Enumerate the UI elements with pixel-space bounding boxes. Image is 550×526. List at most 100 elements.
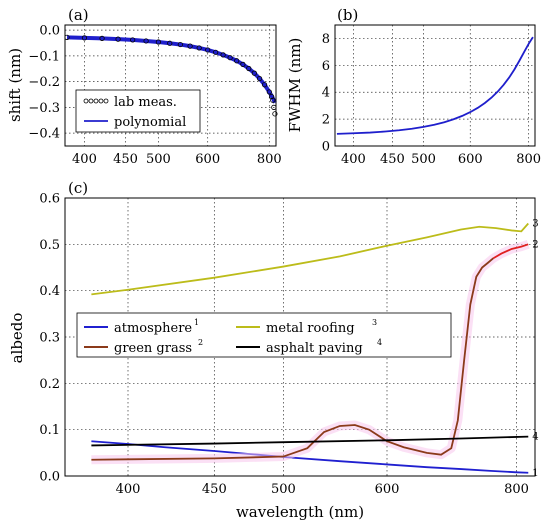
panel-b-ytick-4: 8: [322, 32, 330, 47]
panel-b-ticks: 400 450 500 600 800 0 2 4 6 8: [322, 32, 541, 167]
asphalt-paving-end-label: 4: [532, 432, 538, 443]
panel-c-ytick-3: 0.3: [39, 331, 60, 346]
panel-a: 400 450 500 600 800 0.0 −0.1 −0.2 −0.3 −0.4 (a) s…: [6, 6, 282, 167]
lab-meas-point: [261, 82, 268, 88]
panel-b-marks: [336, 36, 534, 135]
atmosphere-line: [91, 440, 529, 474]
lab-meas-point: [213, 49, 219, 55]
lab-meas-point: [220, 52, 226, 58]
panel-a-xtick-600: 600: [195, 152, 220, 167]
metal-roofing-legend-label: metal roofing: [266, 321, 355, 336]
panel-a-legend: lab meas. polynomial: [75, 89, 201, 133]
panel-b-ylabel: FWHM (nm): [286, 38, 304, 133]
panel-c-marks: [91, 222, 530, 474]
panel-b-ytick-0: 0: [322, 140, 330, 155]
lab-meas-point: [266, 89, 272, 95]
panel-a-marks: [64, 34, 278, 117]
panel-b-xtick-600: 600: [458, 152, 483, 167]
fwhm-line: [336, 36, 534, 135]
lab-meas-point: [251, 70, 257, 76]
panel-c: 400 450 500 600 800 0.0 0.1 0.2 0.3 0.4 0.5 0.6 (c)…: [8, 179, 539, 521]
lab-meas-legend-dot: [93, 98, 99, 104]
lab-meas-point: [234, 58, 240, 64]
polynomial-line: [66, 35, 277, 104]
panel-c-xtick-500: 500: [271, 482, 296, 497]
lab-meas-point: [130, 37, 136, 43]
atmosphere-legend-label: atmosphere: [114, 321, 192, 336]
panel-a-ytick-4: −0.4: [28, 127, 60, 142]
lab-meas-point: [143, 38, 149, 44]
panel-c-xtick-600: 600: [375, 482, 400, 497]
panel-a-frame: [64, 24, 277, 147]
panel-c-xlabel: wavelength (nm): [236, 503, 364, 521]
lab-meas-point: [270, 97, 276, 103]
green-grass-legend-sup: 2: [198, 338, 203, 347]
panel-b-label: (b): [337, 6, 358, 24]
panel-c-ylabel: albedo: [8, 313, 26, 364]
panel-b-grid: [335, 25, 535, 146]
panel-a-label: (a): [68, 6, 89, 24]
lab-meas-point: [269, 93, 275, 100]
lab-meas-point: [256, 75, 263, 82]
panel-c-ytick-1: 0.1: [39, 423, 60, 438]
lab-meas-point: [81, 35, 88, 41]
panel-a-ytick-3: −0.3: [28, 101, 60, 116]
panel-c-label: (c): [68, 179, 88, 197]
asphalt-paving-legend-label: asphalt paving: [266, 341, 363, 356]
panel-a-xtick-400: 400: [72, 152, 97, 167]
lab-meas-legend-dot: [98, 98, 104, 104]
panel-c-xtick-800: 800: [504, 482, 529, 497]
panel-b-xtick-800: 800: [516, 152, 541, 167]
lab-meas-point: [99, 35, 105, 41]
lab-meas-point: [240, 61, 246, 67]
asphalt-paving-legend-sup: 4: [377, 338, 382, 347]
panel-a-xtick-450: 450: [113, 152, 138, 167]
panel-a-xtick-800: 800: [257, 152, 282, 167]
lab-meas-point: [167, 40, 173, 46]
green-grass-end-label: 2: [532, 239, 538, 250]
metal-roofing-end-label: 3: [532, 218, 538, 229]
panel-a-legend-box: [75, 89, 201, 133]
atmosphere-end-label: 1: [532, 468, 538, 479]
lab-meas-point: [196, 45, 202, 51]
panel-b: 400 450 500 600 800 0 2 4 6 8 (b) FWHM (nm): [286, 6, 541, 167]
lab-meas-point: [205, 47, 211, 53]
lab-meas-point: [155, 39, 162, 45]
panel-c-end-labels: 1 2 3 4: [532, 218, 538, 478]
lab-meas-point: [246, 65, 252, 72]
lab-meas-point: [227, 55, 233, 61]
lab-meas-legend-label: lab meas.: [114, 95, 177, 110]
panel-b-xtick-500: 500: [411, 152, 436, 167]
panel-c-xtick-400: 400: [116, 482, 141, 497]
panel-b-xtick-450: 450: [380, 152, 405, 167]
panel-a-ytick-2: −0.2: [28, 75, 60, 90]
lab-meas-legend-dot: [88, 98, 94, 104]
panel-c-ytick-0: 0.0: [39, 470, 60, 485]
green-grass-line: [91, 257, 494, 461]
panel-c-ytick-4: 0.4: [39, 284, 60, 299]
asphalt-paving-line: [91, 435, 529, 447]
panel-c-ytick-5: 0.5: [39, 238, 60, 253]
panel-c-legend: atmosphere 1 green grass 2 metal roofing…: [76, 312, 452, 358]
metal-roofing-line: [91, 222, 529, 296]
lab-meas-legend-dot: [83, 98, 89, 104]
atmosphere-legend-sup: 1: [194, 318, 199, 327]
polynomial-legend-label: polynomial: [114, 115, 186, 130]
panel-c-frame: [64, 197, 536, 477]
green-grass-red-edge-line: [492, 243, 529, 260]
panel-b-ytick-1: 2: [322, 113, 330, 128]
panel-c-ytick-6: 0.6: [39, 192, 60, 207]
lab-meas-point: [187, 43, 193, 49]
lab-meas-point: [115, 36, 121, 42]
panel-b-frame: [334, 24, 536, 147]
panel-b-xtick-400: 400: [341, 152, 366, 167]
lab-meas-legend-marker: [83, 98, 109, 104]
panel-a-ytick-0: 0.0: [39, 24, 60, 39]
panel-a-ylabel: shift (nm): [6, 48, 24, 122]
panel-c-legend-box: [76, 312, 452, 358]
metal-roofing-legend-sup: 3: [372, 318, 377, 327]
lab-meas-point: [272, 111, 278, 117]
panel-c-xtick-450: 450: [202, 482, 227, 497]
lab-meas-point: [177, 41, 183, 48]
